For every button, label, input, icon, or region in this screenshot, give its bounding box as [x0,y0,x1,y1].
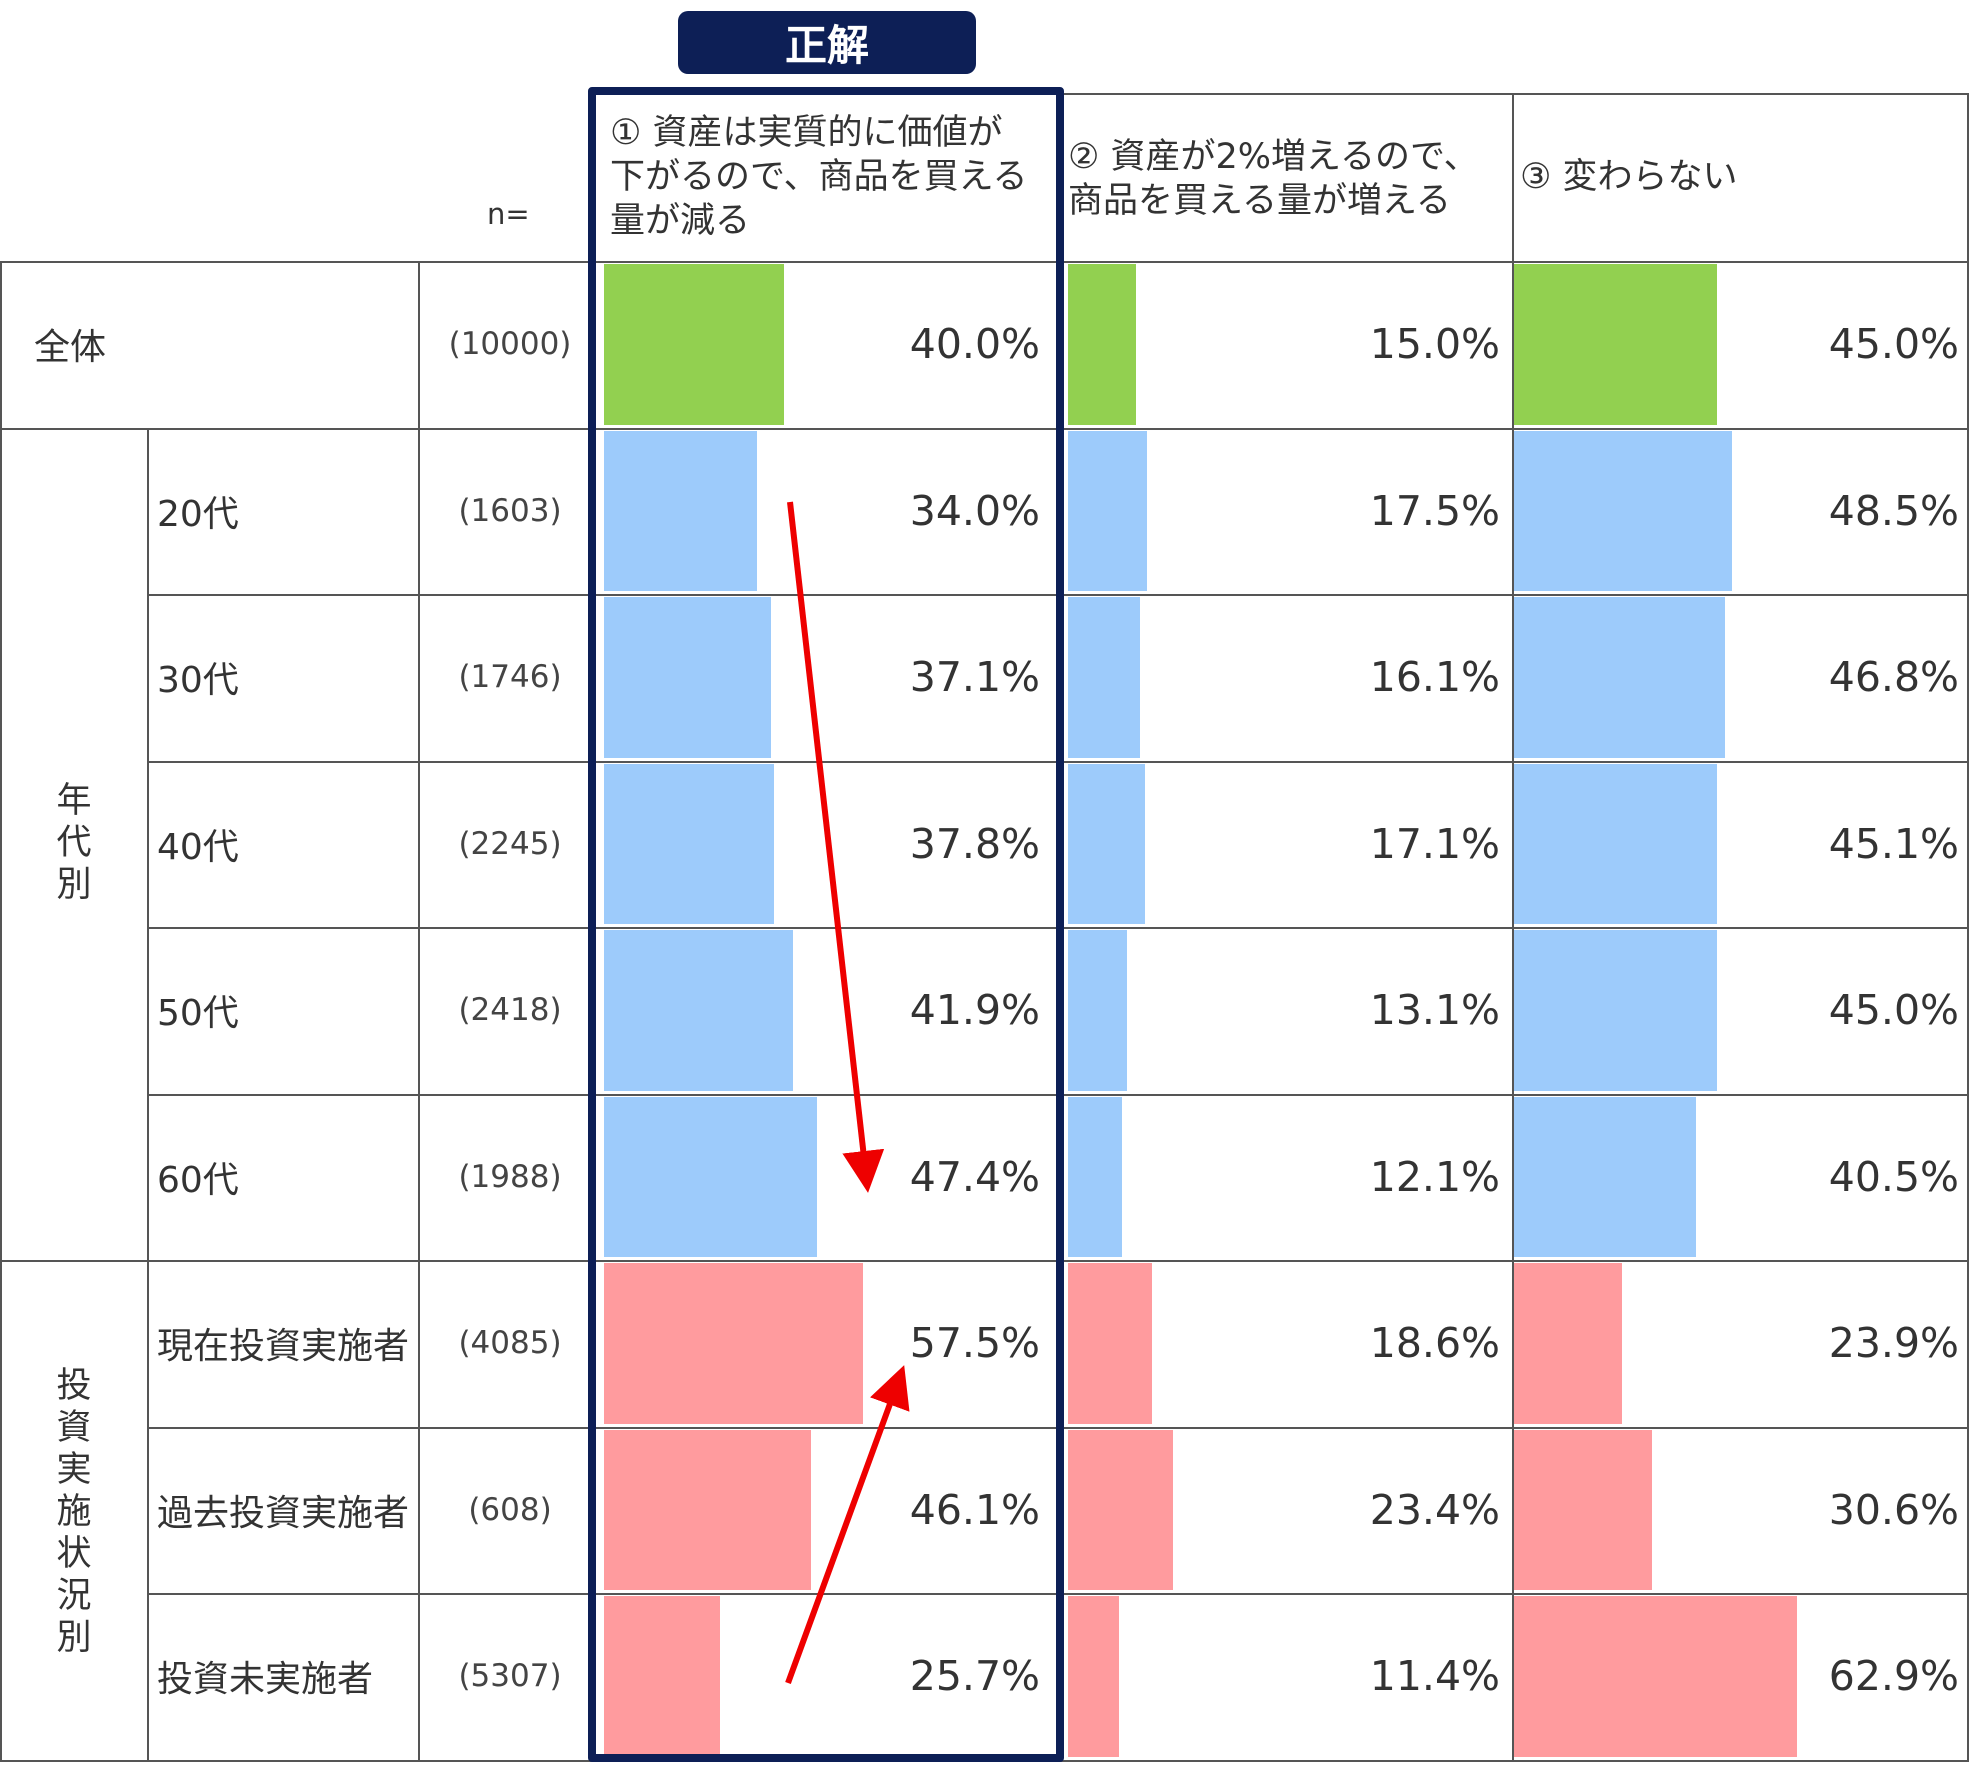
row-label: 40代 [157,826,239,868]
bar-col2 [1068,264,1136,425]
bar-col3 [1514,763,1717,924]
bar-col2 [1068,1596,1120,1757]
value-label: 17.1% [1369,819,1500,868]
value-label: 45.0% [1828,320,1959,369]
group-label-age: 年 代 別 [56,781,92,905]
value-label: 57.5% [909,1319,1040,1368]
row-label: 現在投資実施者 [157,1326,410,1368]
bar-col3 [1514,1263,1622,1424]
value-label: 11.4% [1369,1652,1500,1701]
bar-col2 [1068,930,1127,1091]
row-label: 投資未実施者 [157,1659,374,1701]
value-label: 37.8% [909,819,1040,868]
value-label: 47.4% [909,1152,1040,1201]
row-label: 60代 [157,1159,239,1201]
value-label: 18.6% [1369,1319,1500,1368]
row-n: (1746) [458,659,562,696]
bar-col2 [1068,1429,1174,1590]
bar-col1 [604,1263,863,1424]
row-label: 20代 [157,493,239,535]
bar-col1 [604,430,757,591]
value-label: 37.1% [909,653,1040,702]
value-label: 40.0% [909,320,1040,369]
grid-line [147,427,149,1760]
value-label: 23.9% [1828,1319,1959,1368]
value-label: 25.7% [909,1652,1040,1701]
value-label: 12.1% [1369,1152,1500,1201]
bar-col3 [1514,264,1717,425]
correct-answer-badge: 正解 [678,11,976,74]
grid-line [1060,93,1969,95]
value-label: 46.8% [1828,653,1959,702]
grid-line [0,1260,1969,1262]
grid-line [0,427,1969,430]
bar-col1 [604,1429,812,1590]
row-n: (10000) [448,326,572,363]
column-header-2: ② 資産が2%増えるので、 商品を買える量が増える [1068,137,1479,221]
bar-col2 [1068,1263,1152,1424]
n-header: n= [487,197,530,231]
arrow-down-age [787,501,885,1193]
row-label: 50代 [157,993,239,1035]
group-label-investment: 投 資 実 施 状 況 別 [56,1366,92,1658]
bar-col2 [1068,597,1141,758]
grid-line [1967,93,1969,1760]
row-label: 過去投資実施者 [157,1492,410,1534]
row-n: (608) [468,1491,552,1528]
row-label: 全体 [34,327,107,369]
bar-col1 [604,264,784,425]
bar-col2 [1068,430,1147,591]
grid-line [418,261,420,1760]
bar-col3 [1514,1096,1697,1257]
value-label: 15.0% [1369,320,1500,369]
bar-col1 [604,763,775,924]
bar-col3 [1514,930,1717,1091]
row-n: (2418) [458,992,562,1029]
grid-line [0,261,2,1760]
value-label: 40.5% [1828,1152,1959,1201]
value-label: 41.9% [909,986,1040,1035]
bar-col3 [1514,430,1733,591]
correct-answer-frame [588,87,1064,1762]
row-n: (1603) [458,492,562,529]
value-label: 46.1% [909,1485,1040,1534]
bar-col3 [1514,597,1725,758]
value-label: 30.6% [1828,1485,1959,1534]
row-n: (1988) [458,1158,562,1195]
value-label: 62.9% [1828,1652,1959,1701]
bar-col3 [1514,1429,1652,1590]
row-n: (2245) [458,825,562,862]
value-label: 13.1% [1369,986,1500,1035]
row-label: 30代 [157,660,239,702]
arrow-up-investment [785,1365,910,1685]
value-label: 16.1% [1369,653,1500,702]
value-label: 23.4% [1369,1485,1500,1534]
bar-col1 [604,930,793,1091]
bar-col2 [1068,763,1145,924]
value-label: 17.5% [1369,486,1500,535]
bar-col1 [604,1596,720,1757]
value-label: 45.1% [1828,819,1959,868]
value-label: 45.0% [1828,986,1959,1035]
bar-col1 [604,597,771,758]
column-header-3: ③ 変わらない [1520,157,1738,197]
bar-col1 [604,1096,818,1257]
row-n: (5307) [458,1658,562,1695]
value-label: 34.0% [909,486,1040,535]
value-label: 48.5% [1828,486,1959,535]
row-n: (4085) [458,1325,562,1362]
column-header-1: ① 資産は実質的に価値が 下がるので、商品を買える 量が減る [610,113,1028,241]
grid-line [1512,93,1514,1760]
bar-col3 [1514,1596,1798,1757]
bar-col2 [1068,1096,1123,1257]
grid-line [0,261,1969,263]
